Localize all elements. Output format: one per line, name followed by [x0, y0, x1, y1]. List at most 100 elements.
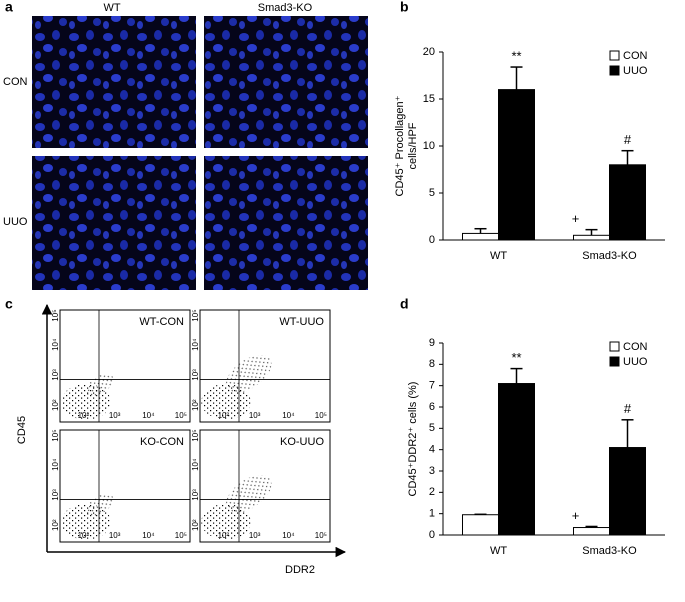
y-tick-label: 10⁴ — [191, 458, 200, 471]
y-tick-label: 10⁵ — [51, 429, 60, 441]
micrograph — [32, 156, 196, 290]
x-tick-label: 10⁴ — [142, 531, 155, 540]
x-tick-label: 10⁵ — [315, 411, 327, 420]
x-tick-label: Smad3-KO — [582, 250, 637, 262]
x-tick-label: 10³ — [109, 531, 121, 540]
y-tick-label: 0 — [429, 529, 435, 541]
axis-label: CD45 — [16, 416, 28, 444]
x-tick-label: Smad3-KO — [582, 545, 637, 557]
y-tick-label: 10² — [51, 399, 60, 411]
bar — [573, 234, 610, 241]
y-tick-label: 6 — [429, 401, 435, 413]
event-cloud — [201, 383, 251, 420]
x-tick-label: 10² — [78, 531, 90, 540]
bar — [498, 383, 535, 536]
column-label: Smad3-KO — [258, 2, 313, 14]
axis-label: DDR2 — [285, 564, 315, 576]
y-tick-label: 2 — [429, 486, 435, 498]
y-tick-label: 10³ — [51, 369, 60, 381]
micrograph — [204, 16, 368, 148]
bar — [609, 164, 646, 241]
panel-label: a — [5, 0, 13, 15]
event-cloud — [225, 475, 272, 513]
y-tick-label: 5 — [429, 187, 435, 199]
x-tick-label: 10² — [218, 411, 230, 420]
significance-mark: + — [572, 211, 580, 226]
y-tick-label: 10⁵ — [51, 309, 60, 321]
event-cloud — [201, 503, 251, 540]
y-tick-label: 7 — [429, 380, 435, 392]
panel-label: d — [400, 296, 409, 312]
y-tick-label: 10² — [191, 519, 200, 531]
bar — [498, 89, 535, 241]
y-axis-label: cells/HPF — [407, 122, 419, 169]
legend-swatch — [609, 341, 620, 352]
y-tick-label: 10² — [51, 519, 60, 531]
x-tick-label: 10⁴ — [282, 531, 295, 540]
y-tick-label: 8 — [429, 358, 435, 370]
y-axis-label: CD45⁺ Procollagen⁺ — [394, 95, 406, 196]
y-tick-label: 10⁴ — [191, 338, 200, 351]
y-tick-label: 9 — [429, 337, 435, 349]
plot-label: KO-CON — [140, 436, 184, 448]
x-tick-label: 10⁵ — [315, 531, 327, 540]
plot-label: WT-CON — [139, 316, 184, 328]
x-tick-label: WT — [490, 545, 507, 557]
bar — [462, 232, 499, 241]
y-tick-label: 10⁵ — [191, 309, 200, 321]
micrograph — [204, 156, 368, 290]
y-tick-label: 10³ — [51, 489, 60, 501]
y-tick-label: 10² — [191, 399, 200, 411]
column-label: WT — [103, 2, 120, 14]
event-cloud — [225, 355, 272, 393]
legend-label: UUO — [623, 65, 648, 77]
y-tick-label: 4 — [429, 444, 435, 456]
plot-label: WT-UUO — [279, 316, 324, 328]
legend-swatch — [609, 65, 620, 76]
y-tick-label: 10³ — [191, 489, 200, 501]
y-tick-label: 0 — [429, 234, 435, 246]
bar — [573, 527, 610, 536]
y-tick-label: 15 — [423, 93, 435, 105]
y-tick-label: 10⁴ — [51, 338, 60, 351]
y-tick-label: 5 — [429, 422, 435, 434]
significance-mark: ** — [511, 48, 521, 63]
legend-swatch — [609, 50, 620, 61]
micrograph — [32, 16, 196, 148]
row-label: UUO — [3, 216, 28, 228]
significance-mark: # — [624, 401, 632, 416]
x-tick-label: WT — [490, 250, 507, 262]
x-tick-label: 10³ — [249, 531, 261, 540]
panel-label: b — [400, 0, 409, 15]
y-tick-label: 1 — [429, 508, 435, 520]
bar — [609, 447, 646, 536]
legend-label: CON — [623, 341, 648, 353]
y-tick-label: 10⁵ — [191, 429, 200, 441]
x-tick-label: 10² — [78, 411, 90, 420]
y-tick-label: 20 — [423, 46, 435, 58]
x-tick-label: 10³ — [109, 411, 121, 420]
significance-mark: ** — [511, 350, 521, 365]
plot-label: KO-UUO — [280, 436, 324, 448]
x-tick-label: 10² — [218, 531, 230, 540]
y-tick-label: 10 — [423, 140, 435, 152]
y-tick-label: 10⁴ — [51, 458, 60, 471]
x-tick-label: 10⁵ — [175, 531, 187, 540]
significance-mark: + — [572, 508, 580, 523]
row-label: CON — [3, 76, 28, 88]
y-axis-label: CD45⁺DDR2⁺ cells (%) — [407, 382, 419, 497]
x-tick-label: 10⁴ — [142, 411, 155, 420]
x-tick-label: 10³ — [249, 411, 261, 420]
legend-swatch — [609, 356, 620, 367]
flow-plot — [59, 309, 191, 423]
bar — [462, 514, 499, 536]
x-tick-label: 10⁴ — [282, 411, 295, 420]
y-tick-label: 3 — [429, 465, 435, 477]
panel-label: c — [5, 296, 13, 312]
legend-label: UUO — [623, 356, 648, 368]
significance-mark: # — [624, 132, 632, 147]
y-tick-label: 10³ — [191, 369, 200, 381]
legend-label: CON — [623, 50, 648, 62]
x-tick-label: 10⁵ — [175, 411, 187, 420]
